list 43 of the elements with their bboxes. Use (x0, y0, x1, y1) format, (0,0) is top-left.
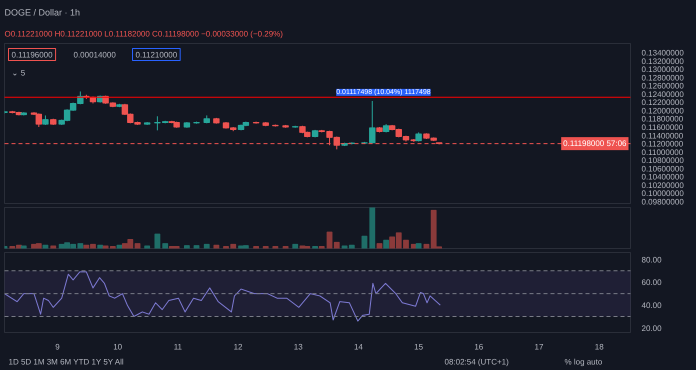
x-tick-label: 17 (534, 342, 544, 352)
y-tick-label: 0.13200000 (642, 56, 684, 66)
annotation: ⌄ 5 (12, 68, 26, 78)
y-tick-label: 20.00 (642, 324, 662, 333)
y-tick-label: 0.11200000 (642, 140, 684, 149)
y-tick-label: 0.10400000 (642, 172, 684, 182)
text: % log auto (564, 358, 603, 366)
x-tick-label: 12 (234, 342, 244, 352)
y-tick-label: 0.12800000 (642, 73, 684, 82)
y-tick-label: 0.12600000 (642, 82, 684, 91)
y-tick-label: 0.11600000 (642, 123, 684, 132)
chart-title: DOGE / Dollar · 1h (4, 8, 80, 18)
x-tick-label: 13 (294, 342, 304, 352)
y-tick-label: 0.09800000 (642, 197, 684, 206)
x-tick-label: 18 (594, 342, 604, 352)
y-tick-label: 0.10800000 (642, 156, 684, 166)
y-tick-label: 0.10200000 (642, 180, 684, 190)
y-tick-label: 0.12400000 (642, 90, 684, 99)
y-tick-label: 0.12200000 (642, 98, 684, 108)
x-tick-label: 15 (414, 342, 424, 352)
annotation: 0.11210000 (136, 50, 178, 60)
y-tick-label: 0.10000000 (642, 189, 684, 198)
y-tick-label: 80.00 (642, 255, 662, 264)
annotation: 0.11196000 (12, 50, 54, 60)
y-tick-label: 0.11000000 (642, 148, 684, 157)
y-tick-label: 0.11800000 (642, 114, 684, 124)
ref-line-label: 0.11198000 57:06 (563, 139, 628, 148)
text: 08:02:54 (UTC+1) (444, 358, 510, 366)
text: 1D 5D 1M 3M 6M YTD 1Y 5Y All (8, 358, 124, 366)
x-tick-label: 16 (474, 342, 484, 352)
chart-subtitle: O0.11221000 H0.11221000 L0.11182000 C0.11198000 −0.00033000 (−0.29%) (4, 30, 284, 38)
x-tick-label: 9 (55, 342, 60, 352)
x-tick-label: 10 (113, 342, 123, 352)
y-tick-label: 0.12000000 (642, 106, 684, 116)
y-tick-label: 0.10600000 (642, 164, 684, 174)
x-tick-label: 14 (354, 342, 364, 352)
y-tick-label: 0.13000000 (642, 65, 684, 74)
annotation: 0.00014000 (74, 50, 116, 60)
y-tick-label: 0.13400000 (642, 48, 684, 58)
y-tick-label: 60.00 (642, 278, 662, 288)
y-tick-label: 0.11400000 (642, 131, 684, 140)
y-tick-label: 40.00 (642, 301, 662, 310)
x-tick-label: 11 (174, 342, 183, 352)
